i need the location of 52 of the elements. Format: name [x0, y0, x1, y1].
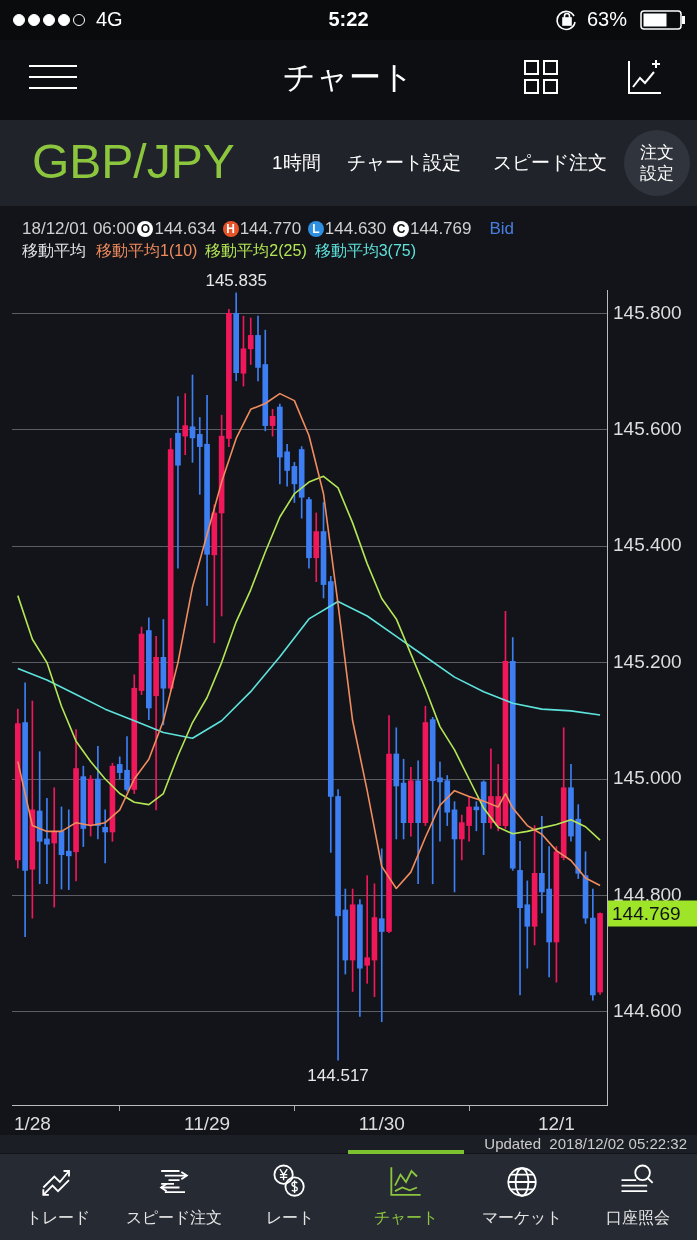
text: 144.770 [239, 219, 302, 238]
text: 18/12/01 06:00 [22, 219, 136, 238]
text: スピード注文 [125, 1208, 223, 1228]
text: H [222, 221, 239, 237]
text: Updated 2018/12/02 05:22:32 [484, 1135, 687, 1152]
text: L [307, 221, 324, 237]
candlestick [44, 797, 50, 885]
candlestick [182, 393, 189, 456]
candlestick [175, 396, 181, 569]
y-tick-label: 145.400 [613, 534, 682, 556]
text: 注文設定 [639, 142, 675, 184]
text: 5:22 [328, 8, 369, 30]
text: 63% [587, 8, 628, 31]
y-tick-label: 144.800 [613, 883, 682, 905]
text: 口座照会 [605, 1208, 671, 1228]
text: スピード注文 [493, 151, 607, 175]
x-tick-label: 11/29 [183, 1112, 231, 1134]
x-tick-label: 1/28 [13, 1112, 51, 1134]
text: 144.769 [410, 219, 472, 238]
legend-title: 移動平均 [22, 242, 86, 259]
text: 144.630 [324, 219, 387, 238]
candlestick [378, 848, 385, 1023]
candlestick [364, 875, 371, 984]
annotation: 145.835 [205, 271, 267, 291]
text: チャート [282, 58, 415, 97]
text: 移動平均1(10) [96, 242, 198, 259]
text: 4G [96, 8, 123, 31]
annotation: 144.769 [612, 902, 681, 924]
candlestick [102, 809, 108, 864]
text: 144.634 [154, 219, 216, 238]
candlestick [51, 787, 58, 908]
text: O [137, 221, 154, 237]
text: トレード [25, 1208, 91, 1228]
text: チャート設定 [347, 151, 461, 175]
text: チャート [373, 1208, 439, 1228]
text: 1時間 [272, 151, 321, 175]
x-tick-label: 12/1 [537, 1112, 575, 1134]
text: Bid [489, 219, 515, 238]
text: 移動平均2(25) [205, 242, 307, 259]
chart-title: GBP/JPY [32, 134, 235, 189]
annotation: 144.517 [307, 1066, 369, 1086]
y-tick-label: 145.600 [613, 417, 682, 439]
text: マーケット [481, 1208, 563, 1228]
text: C [393, 221, 410, 237]
y-tick-label: 145.800 [613, 301, 682, 323]
candlestick [65, 809, 72, 890]
text: 移動平均3(75) [314, 242, 417, 259]
y-tick-label: 145.000 [613, 767, 682, 789]
y-tick-label: 145.200 [613, 650, 682, 672]
y-tick-label: 144.600 [613, 1000, 682, 1022]
x-tick-label: 11/30 [358, 1112, 405, 1134]
text: レート [265, 1208, 315, 1228]
